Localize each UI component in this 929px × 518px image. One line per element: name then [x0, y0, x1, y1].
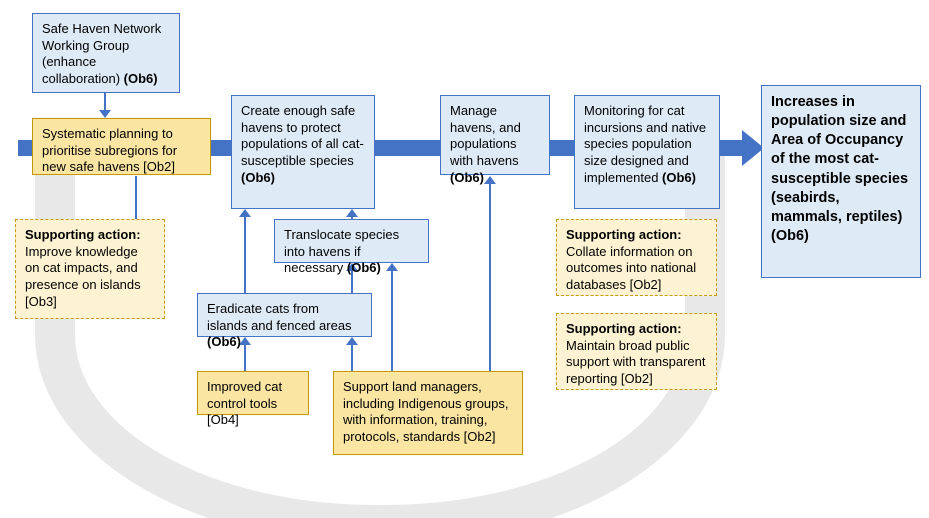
box-outcome: Increases in population size and Area of…	[761, 85, 921, 278]
timeline-seg-3	[719, 140, 742, 156]
timeline-seg-1	[375, 140, 440, 156]
box-sa_knowledge: Supporting action:Improve knowledge on c…	[15, 219, 165, 319]
box-monitor: Monitoring for cat incursions and native…	[574, 95, 720, 209]
box-sa_public: Supporting action:Maintain broad public …	[556, 313, 717, 390]
timeline-seg-2	[550, 140, 575, 156]
box-plan: Systematic planning to prioritise subreg…	[32, 118, 211, 175]
flowchart-stage: Safe Haven Network Working Group (enhanc…	[0, 0, 929, 518]
box-sa_collate: Supporting action:Collate information on…	[556, 219, 717, 296]
box-tools: Improved cat control tools [Ob4]	[197, 371, 309, 415]
box-create: Create enough safe havens to protect pop…	[231, 95, 375, 209]
box-manage: Manage havens, and populations with have…	[440, 95, 550, 175]
box-translocate: Translocate species into havens if neces…	[274, 219, 429, 263]
box-wg: Safe Haven Network Working Group (enhanc…	[32, 13, 180, 93]
box-support: Support land managers, including Indigen…	[333, 371, 523, 455]
box-eradicate: Eradicate cats from islands and fenced a…	[197, 293, 372, 337]
